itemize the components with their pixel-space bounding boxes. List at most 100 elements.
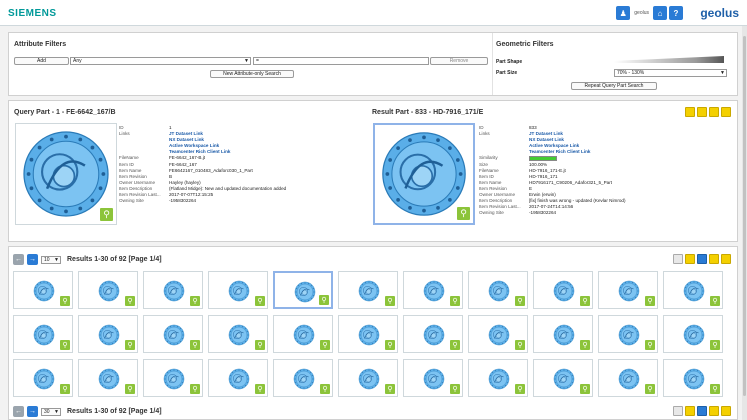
result-thumbnail[interactable]: ⚲ xyxy=(533,359,593,397)
magnify-icon[interactable]: ⚲ xyxy=(255,384,265,394)
download-icon[interactable] xyxy=(697,406,707,416)
result-thumbnail[interactable]: ⚲ xyxy=(273,315,333,353)
magnify-icon[interactable]: ⚲ xyxy=(580,384,590,394)
result-thumbnail[interactable]: ⚲ xyxy=(468,315,528,353)
magnify-icon[interactable]: ⚲ xyxy=(385,296,395,306)
result-thumbnail[interactable]: ⚲ xyxy=(78,359,138,397)
add-button[interactable]: Add xyxy=(14,57,69,65)
magnify-icon[interactable]: ⚲ xyxy=(645,340,655,350)
thumbnail-view-icon[interactable] xyxy=(709,254,719,264)
list-view-icon[interactable] xyxy=(685,406,695,416)
attribute-select[interactable]: Any ▼ xyxy=(70,57,251,65)
result-thumbnail[interactable]: ⚲ xyxy=(338,271,398,309)
result-thumbnail[interactable]: ⚲ xyxy=(143,359,203,397)
arrow-right-icon[interactable]: → xyxy=(27,406,38,417)
result-thumbnail[interactable]: ⚲ xyxy=(208,359,268,397)
property-link[interactable]: JT Dataset Link xyxy=(529,131,563,137)
magnify-icon[interactable]: ⚲ xyxy=(100,208,113,221)
grid-view-icon[interactable] xyxy=(673,254,683,264)
scrollbar-thumb[interactable] xyxy=(743,36,746,396)
result-thumbnail[interactable]: ⚲ xyxy=(13,359,73,397)
user-icon[interactable]: ♟ xyxy=(616,6,631,20)
result-thumbnail[interactable]: ⚲ xyxy=(338,315,398,353)
result-thumbnail[interactable]: ⚲ xyxy=(403,271,463,309)
result-thumbnail[interactable]: ⚲ xyxy=(78,315,138,353)
magnify-icon[interactable]: ⚲ xyxy=(60,384,70,394)
result-thumbnail[interactable]: ⚲ xyxy=(273,271,333,309)
magnify-icon[interactable]: ⚲ xyxy=(645,296,655,306)
magnify-icon[interactable]: ⚲ xyxy=(255,296,265,306)
magnify-icon[interactable]: ⚲ xyxy=(457,207,470,220)
magnify-icon[interactable]: ⚲ xyxy=(515,340,525,350)
result-thumbnail[interactable]: ⚲ xyxy=(78,271,138,309)
property-link[interactable]: Active Workspace Link xyxy=(529,143,580,149)
magnify-icon[interactable]: ⚲ xyxy=(645,384,655,394)
part-shape-slider[interactable] xyxy=(614,56,724,63)
result-thumbnail[interactable]: ⚲ xyxy=(533,271,593,309)
arrow-left-icon[interactable]: ← xyxy=(13,254,24,265)
repeat-query-search-button[interactable]: Repeat Query Part Search xyxy=(571,82,657,90)
property-link[interactable]: Active Workspace Link xyxy=(169,143,220,149)
magnify-icon[interactable]: ⚲ xyxy=(255,340,265,350)
result-thumbnail[interactable]: ⚲ xyxy=(403,315,463,353)
page-size-select[interactable]: 10 ▼ xyxy=(41,255,61,264)
side-by-side-icon[interactable] xyxy=(721,107,731,117)
result-thumbnail[interactable]: ⚲ xyxy=(13,271,73,309)
magnify-icon[interactable]: ⚲ xyxy=(320,340,330,350)
magnify-icon[interactable]: ⚲ xyxy=(710,296,720,306)
result-thumbnail[interactable]: ⚲ xyxy=(663,315,723,353)
result-thumbnail[interactable]: ⚲ xyxy=(598,359,658,397)
magnify-icon[interactable]: ⚲ xyxy=(450,340,460,350)
result-thumbnail[interactable]: ⚲ xyxy=(208,271,268,309)
result-thumbnail[interactable]: ⚲ xyxy=(13,315,73,353)
magnify-icon[interactable]: ⚲ xyxy=(125,296,135,306)
help-icon[interactable]: ? xyxy=(669,6,683,20)
magnify-icon[interactable]: ⚲ xyxy=(580,340,590,350)
magnify-icon[interactable]: ⚲ xyxy=(125,384,135,394)
result-thumbnail[interactable]: ⚲ xyxy=(273,359,333,397)
magnify-icon[interactable]: ⚲ xyxy=(60,296,70,306)
query-part-thumbnail[interactable]: ⚲ xyxy=(15,123,117,225)
magnify-icon[interactable]: ⚲ xyxy=(580,296,590,306)
compare-icon[interactable] xyxy=(697,107,707,117)
result-part-thumbnail[interactable]: ⚲ xyxy=(373,123,475,225)
result-thumbnail[interactable]: ⚲ xyxy=(663,271,723,309)
magnify-icon[interactable]: ⚲ xyxy=(190,296,200,306)
result-thumbnail[interactable]: ⚲ xyxy=(403,359,463,397)
magnify-icon[interactable]: ⚲ xyxy=(515,296,525,306)
magnify-icon[interactable]: ⚲ xyxy=(450,384,460,394)
list-view-icon[interactable] xyxy=(685,254,695,264)
magnify-icon[interactable]: ⚲ xyxy=(450,296,460,306)
tile-view-icon[interactable] xyxy=(721,406,731,416)
collapse-icon[interactable] xyxy=(685,107,695,117)
new-attribute-search-button[interactable]: New Attribute-only Search xyxy=(210,70,294,78)
magnify-icon[interactable]: ⚲ xyxy=(190,340,200,350)
tile-view-icon[interactable] xyxy=(721,254,731,264)
magnify-icon[interactable]: ⚲ xyxy=(515,384,525,394)
magnify-icon[interactable]: ⚲ xyxy=(710,340,720,350)
property-link[interactable]: NX Dataset Link xyxy=(529,137,564,143)
arrow-left-icon[interactable]: ← xyxy=(13,406,24,417)
page-scrollbar[interactable] xyxy=(742,26,747,420)
magnify-icon[interactable]: ⚲ xyxy=(385,340,395,350)
magnify-icon[interactable]: ⚲ xyxy=(319,295,329,305)
home-icon[interactable]: ⌂ xyxy=(653,6,667,20)
result-thumbnail[interactable]: ⚲ xyxy=(468,271,528,309)
result-thumbnail[interactable]: ⚲ xyxy=(143,271,203,309)
result-thumbnail[interactable]: ⚲ xyxy=(143,315,203,353)
result-thumbnail[interactable]: ⚲ xyxy=(598,315,658,353)
property-link[interactable]: Teamcenter Rich Client Link xyxy=(169,149,231,155)
result-thumbnail[interactable]: ⚲ xyxy=(208,315,268,353)
arrow-right-icon[interactable]: → xyxy=(27,254,38,265)
grid-view-icon[interactable] xyxy=(673,406,683,416)
result-thumbnail[interactable]: ⚲ xyxy=(533,315,593,353)
part-size-select[interactable]: 70% - 130% ▼ xyxy=(614,69,727,77)
result-thumbnail[interactable]: ⚲ xyxy=(663,359,723,397)
magnify-icon[interactable]: ⚲ xyxy=(320,384,330,394)
magnify-icon[interactable]: ⚲ xyxy=(60,340,70,350)
property-link[interactable]: NX Dataset Link xyxy=(169,137,204,143)
result-thumbnail[interactable]: ⚲ xyxy=(338,359,398,397)
overlay-icon[interactable] xyxy=(709,107,719,117)
remove-button[interactable]: Remove xyxy=(430,57,488,65)
magnify-icon[interactable]: ⚲ xyxy=(710,384,720,394)
